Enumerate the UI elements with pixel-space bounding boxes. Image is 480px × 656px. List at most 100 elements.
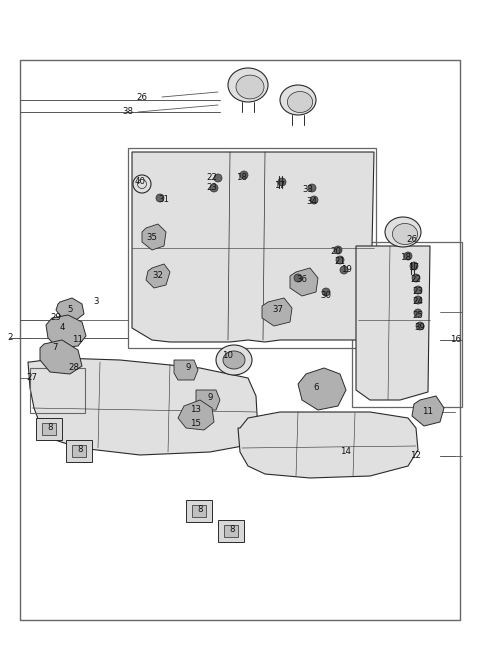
Circle shape [310,196,318,204]
Circle shape [336,256,344,264]
Circle shape [156,194,164,202]
Circle shape [404,252,412,260]
Ellipse shape [392,224,418,245]
Polygon shape [290,268,318,296]
Text: 3: 3 [93,298,99,306]
Text: 36: 36 [297,276,308,285]
Text: 8: 8 [77,445,83,455]
Text: 28: 28 [69,363,80,373]
Text: 8: 8 [197,506,203,514]
Text: 22: 22 [410,276,421,285]
Circle shape [294,274,302,282]
Text: 23: 23 [206,184,217,192]
Bar [20,60,460,620]
Text: 7: 7 [52,344,58,352]
Ellipse shape [280,85,316,115]
Ellipse shape [228,68,268,102]
Circle shape [334,246,342,254]
Bar [42,423,56,435]
Circle shape [340,266,348,274]
Polygon shape [40,340,82,374]
Circle shape [416,322,424,330]
Bar [66,440,92,462]
Bar [224,525,238,537]
Text: 29: 29 [50,314,61,323]
Bar [36,418,62,440]
Polygon shape [356,246,430,400]
Polygon shape [146,264,170,288]
Ellipse shape [288,91,312,112]
Text: 2: 2 [7,333,13,342]
Text: 19: 19 [341,266,351,274]
Text: 23: 23 [412,287,423,297]
Text: 25: 25 [412,310,423,319]
Circle shape [322,288,330,296]
Text: 5: 5 [67,306,73,314]
Text: 33: 33 [302,186,313,194]
Text: 40: 40 [134,178,145,186]
Text: 11: 11 [422,407,433,417]
Text: 22: 22 [206,173,217,182]
Polygon shape [142,224,166,250]
Text: 38: 38 [122,108,133,117]
Text: 27: 27 [26,373,37,382]
Ellipse shape [216,345,252,375]
Text: 39: 39 [415,323,425,333]
Bar [30,368,85,413]
Text: 9: 9 [185,363,191,373]
Text: 14: 14 [340,447,351,457]
Circle shape [214,174,222,182]
Bar [352,242,462,407]
Text: 26: 26 [407,236,418,245]
Ellipse shape [385,217,421,247]
Text: 12: 12 [410,451,421,461]
Text: 18: 18 [237,173,248,182]
Text: 17: 17 [275,180,286,190]
Circle shape [278,178,286,186]
Text: 13: 13 [191,405,202,415]
Text: 24: 24 [412,298,423,306]
Circle shape [240,171,248,179]
Polygon shape [174,360,198,380]
Polygon shape [132,152,374,342]
Circle shape [308,184,316,192]
Polygon shape [196,390,220,410]
Text: 18: 18 [400,253,411,262]
Text: 8: 8 [47,424,53,432]
Polygon shape [178,400,214,430]
Text: 37: 37 [273,306,284,314]
Text: 6: 6 [313,384,319,392]
Bar [218,520,244,542]
Polygon shape [238,412,418,478]
Text: 30: 30 [321,291,332,300]
Text: 20: 20 [331,247,341,256]
Text: 26: 26 [136,92,147,102]
Ellipse shape [223,351,245,369]
Circle shape [414,296,422,304]
Polygon shape [56,298,84,320]
Text: 17: 17 [408,264,420,272]
Text: 9: 9 [207,394,213,403]
Circle shape [414,309,422,317]
Text: 34: 34 [307,197,317,207]
Text: 4: 4 [59,323,65,333]
Bar [192,505,206,517]
Circle shape [414,286,422,294]
Text: 11: 11 [72,335,84,344]
Text: 21: 21 [335,258,346,266]
Text: 10: 10 [223,350,233,359]
Polygon shape [412,396,444,426]
Text: 16: 16 [451,335,461,344]
Circle shape [410,262,418,270]
Text: 8: 8 [229,525,235,535]
Ellipse shape [236,75,264,99]
Bar [72,445,86,457]
Bar [128,148,376,348]
Circle shape [210,184,218,192]
Bar [186,500,212,522]
Polygon shape [262,298,292,326]
Text: 31: 31 [158,195,169,205]
Text: 32: 32 [153,272,164,281]
Polygon shape [46,315,86,348]
Polygon shape [28,358,258,455]
